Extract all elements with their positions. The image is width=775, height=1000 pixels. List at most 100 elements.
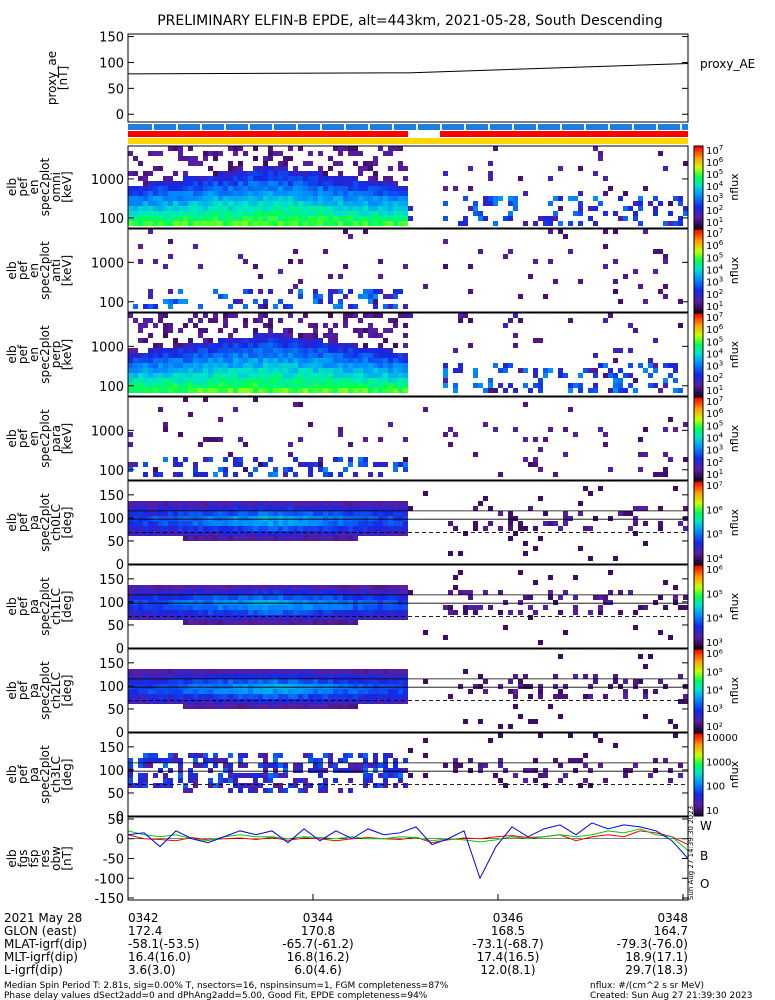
heatmap-cell bbox=[393, 605, 398, 610]
heatmap-cell bbox=[188, 383, 193, 388]
heatmap-cell bbox=[223, 684, 228, 689]
heatmap-cell bbox=[243, 753, 248, 758]
heatmap-cell bbox=[203, 753, 208, 758]
heatmap-cell bbox=[383, 669, 388, 674]
heatmap-cell bbox=[288, 383, 293, 388]
heatmap-cell bbox=[128, 615, 133, 620]
heatmap-cell bbox=[353, 378, 358, 383]
heatmap-cell bbox=[138, 221, 143, 226]
heatmap-cell bbox=[388, 368, 393, 373]
heatmap-cell bbox=[293, 531, 298, 536]
colorbar-step bbox=[694, 251, 703, 255]
heatmap-cell bbox=[588, 556, 593, 561]
colorbar-step bbox=[694, 569, 703, 572]
heatmap-cell bbox=[193, 181, 198, 186]
heatmap-cell bbox=[248, 679, 253, 684]
heatmap-cell bbox=[393, 615, 398, 620]
heatmap-cell bbox=[558, 689, 563, 694]
heatmap-cell bbox=[258, 773, 263, 778]
heatmap-cell bbox=[183, 348, 188, 353]
heatmap-cell bbox=[208, 378, 213, 383]
heatmap-cell bbox=[343, 181, 348, 186]
colorbar-step bbox=[694, 598, 703, 601]
heatmap-cell bbox=[298, 216, 303, 221]
heatmap-cell bbox=[553, 694, 558, 699]
footer-row-label: GLON (east) bbox=[4, 924, 77, 938]
heatmap-cell bbox=[148, 186, 153, 191]
heatmap-cell bbox=[373, 768, 378, 773]
heatmap-cell bbox=[373, 521, 378, 526]
heatmap-cell bbox=[173, 299, 178, 304]
heatmap-cell bbox=[188, 348, 193, 353]
heatmap-cell bbox=[643, 299, 648, 304]
heatmap-cell bbox=[268, 600, 273, 605]
heatmap-cell bbox=[158, 768, 163, 773]
heatmap-cell bbox=[168, 328, 173, 333]
colorbar-tick-exp: 4 bbox=[719, 264, 724, 272]
heatmap-cell bbox=[338, 373, 343, 378]
heatmap-cell bbox=[173, 679, 178, 684]
heatmap-cell bbox=[358, 605, 363, 610]
heatmap-cell bbox=[323, 536, 328, 541]
heatmap-cell bbox=[318, 605, 323, 610]
heatmap-cell bbox=[633, 269, 638, 274]
heatmap-cell bbox=[378, 191, 383, 196]
heatmap-cell bbox=[293, 363, 298, 368]
heatmap-cell bbox=[248, 595, 253, 600]
panel-en_spec2plot_omni: 1000100elbpefenspec2plotomni[keV]1071061… bbox=[5, 144, 741, 229]
heatmap-cell bbox=[308, 615, 313, 620]
heatmap-cell bbox=[288, 467, 293, 472]
heatmap-cell bbox=[293, 694, 298, 699]
heatmap-cell bbox=[383, 768, 388, 773]
heatmap-cell bbox=[608, 388, 613, 393]
heatmap-cell bbox=[168, 783, 173, 788]
heatmap-cell bbox=[343, 221, 348, 226]
heatmap-cell bbox=[198, 373, 203, 378]
heatmap-cell bbox=[278, 501, 283, 506]
heatmap-cell bbox=[183, 605, 188, 610]
heatmap-cell bbox=[303, 694, 308, 699]
heatmap-cell bbox=[178, 699, 183, 704]
heatmap-cell bbox=[348, 186, 353, 191]
heatmap-cell bbox=[363, 328, 368, 333]
heatmap-cell bbox=[238, 166, 243, 171]
colorbar-tick-label: 107 bbox=[706, 395, 723, 408]
heatmap-cell bbox=[348, 600, 353, 605]
heatmap-cell bbox=[183, 689, 188, 694]
colorbar-step bbox=[694, 331, 703, 335]
colorbar-step bbox=[694, 385, 703, 389]
colorbar-step bbox=[694, 653, 703, 656]
heatmap-cell bbox=[363, 373, 368, 378]
heatmap-cell bbox=[328, 674, 333, 679]
heatmap-cell bbox=[193, 191, 198, 196]
heatmap-cell bbox=[168, 216, 173, 221]
heatmap-cell bbox=[178, 501, 183, 506]
heatmap-cell bbox=[273, 783, 278, 788]
heatmap-cell bbox=[343, 531, 348, 536]
heatmap-cell bbox=[133, 501, 138, 506]
colorbar-step bbox=[694, 659, 703, 662]
heatmap-cell bbox=[163, 590, 168, 595]
heatmap-cell bbox=[233, 196, 238, 201]
heatmap-cell bbox=[533, 610, 538, 615]
heatmap-cell bbox=[213, 610, 218, 615]
heatmap-cell bbox=[423, 738, 428, 743]
heatmap-cell bbox=[338, 151, 343, 156]
heatmap-cell bbox=[228, 506, 233, 511]
heatmap-cell bbox=[333, 146, 338, 151]
heatmap-cell bbox=[328, 289, 333, 294]
heatmap-cell bbox=[153, 216, 158, 221]
heatmap-cell bbox=[308, 684, 313, 689]
colorbar-tick-label: 102 bbox=[706, 456, 723, 469]
heatmap-cell bbox=[213, 201, 218, 206]
heatmap-cell bbox=[423, 284, 428, 289]
heatmap-cell bbox=[578, 546, 583, 551]
heatmap-cell bbox=[268, 457, 273, 462]
heatmap-cell bbox=[273, 333, 278, 338]
heatmap-cell bbox=[358, 669, 363, 674]
heatmap-cell bbox=[283, 605, 288, 610]
heatmap-cell bbox=[313, 595, 318, 600]
heatmap-cell bbox=[268, 521, 273, 526]
heatmap-cell bbox=[243, 151, 248, 156]
